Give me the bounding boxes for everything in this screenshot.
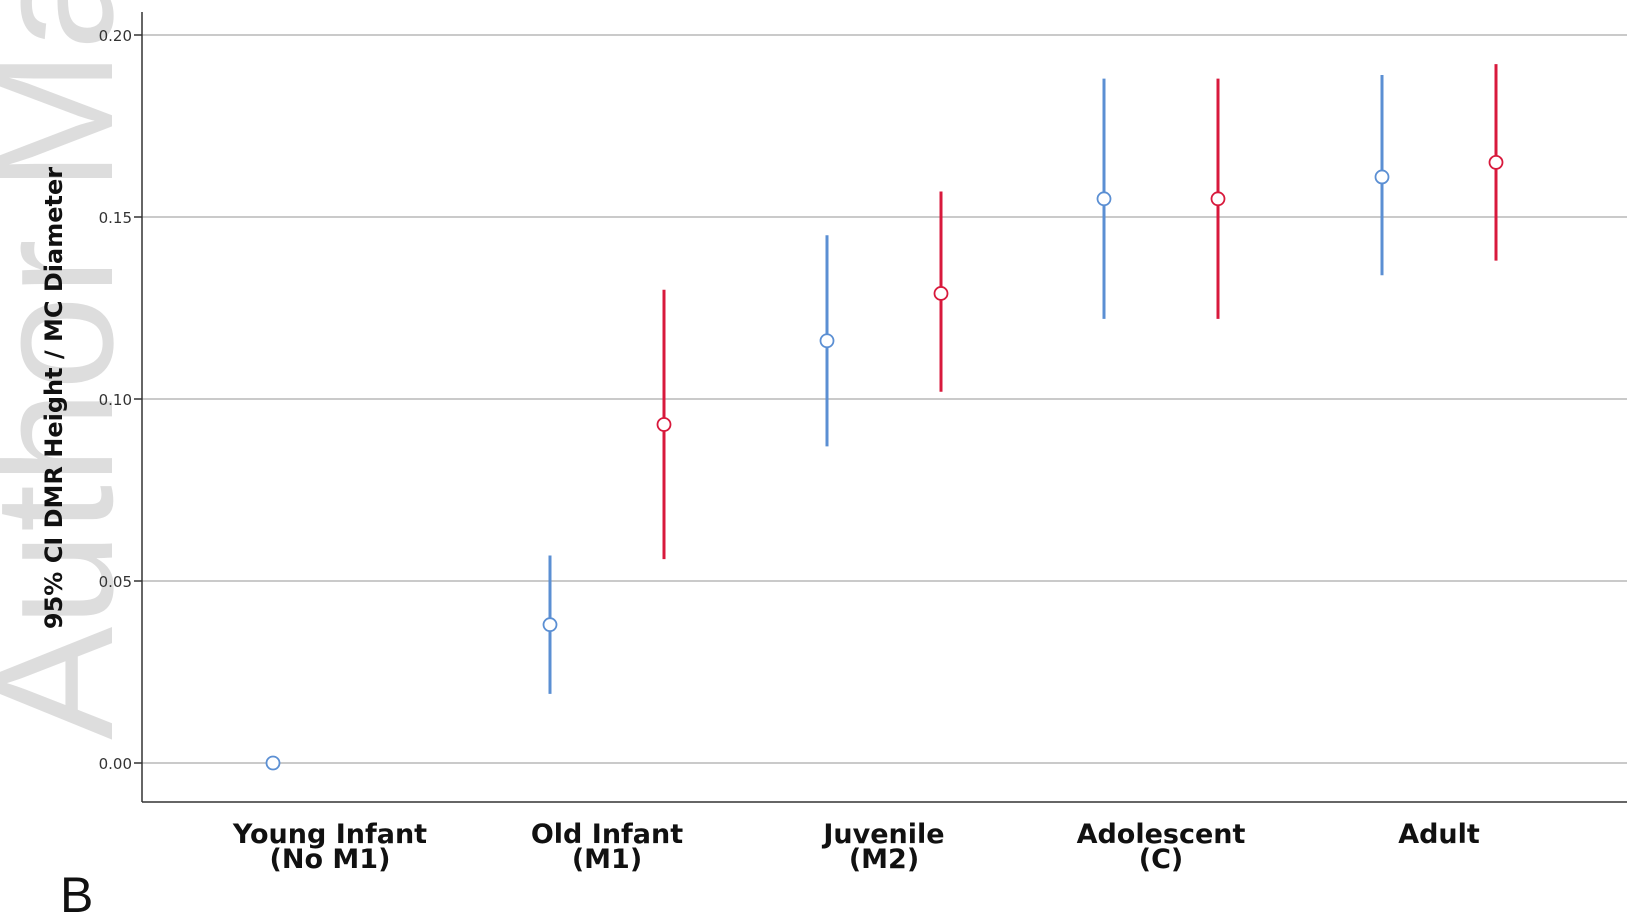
category-label-line1: Adult [1398, 819, 1480, 850]
gridlines [134, 34, 1627, 764]
category-label-line2: (No M1) [270, 844, 391, 875]
panel-letter: B [60, 867, 93, 917]
category-label-line2: (M1) [572, 844, 642, 875]
category-labels: Young Infant(No M1) Old Infant(M1) Juvenil… [232, 819, 1480, 875]
error-bar-point [1488, 64, 1504, 261]
mean-marker [1210, 191, 1226, 207]
error-bar-point [265, 755, 281, 771]
error-bar-point [1210, 78, 1226, 319]
mean-marker [1374, 169, 1390, 185]
axes [141, 12, 1627, 803]
watermark-text: Author Ma [0, 0, 149, 740]
y-tick-label: 0.10 [99, 391, 132, 409]
category-label-line1: Young Infant [232, 819, 427, 850]
mean-marker [1096, 191, 1112, 207]
mean-marker [265, 755, 281, 771]
error-bar-point [542, 555, 558, 694]
error-bars [265, 64, 1504, 771]
error-bar-point [656, 289, 672, 560]
watermark: Author Ma [0, 0, 149, 740]
error-bar-point [1096, 78, 1112, 319]
mean-marker [933, 286, 949, 301]
error-bar-point [1374, 75, 1390, 276]
category-label-line1: Juvenile [821, 819, 944, 850]
category-label-line1: Adolescent [1077, 819, 1246, 850]
y-tick-label: 0.05 [99, 573, 132, 591]
mean-marker [1488, 154, 1504, 170]
y-axis-title: 95% CI DMR Height / MC Diameter [40, 167, 68, 629]
y-tick-label: 0.20 [99, 27, 132, 45]
category-label-line2: (C) [1139, 844, 1184, 875]
mean-marker [656, 417, 672, 432]
error-bar-point [819, 235, 835, 447]
y-tick-label: 0.00 [99, 755, 132, 773]
mean-marker [819, 333, 835, 349]
category-label-line1: Old Infant [531, 819, 683, 850]
category-label-line2: (M2) [849, 844, 919, 875]
mean-marker [542, 617, 558, 633]
error-bar-point [933, 191, 949, 392]
y-tick-label: 0.15 [99, 209, 132, 227]
y-tick-labels: 0.00 0.05 0.10 0.15 0.20 [99, 27, 132, 773]
